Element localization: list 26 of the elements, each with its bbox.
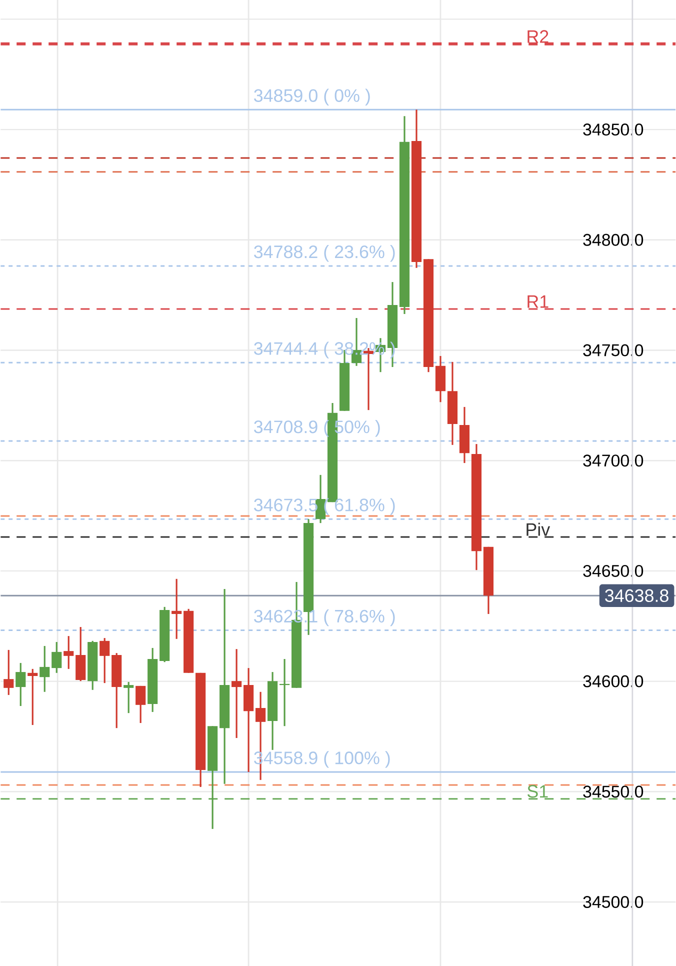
y-tick-label: 34550.0: [583, 786, 643, 798]
ref-line-label: R2: [528, 30, 548, 43]
ref-line-label: R1: [528, 295, 548, 308]
candlestick: [63, 635, 74, 670]
y-tick-label: 34600.0: [583, 675, 643, 688]
candlestick: [135, 685, 146, 724]
annotation: 34788.2 ( 23.6% ): [254, 245, 395, 262]
candlestick: [16, 662, 26, 707]
y-tick-label: 34700.0: [583, 454, 643, 467]
y-tick-label: 34800.0: [583, 234, 643, 246]
y-tick-label: 34650.0: [583, 564, 643, 577]
candlestick: [231, 648, 242, 739]
y-tick-label: 34750.0: [583, 344, 643, 356]
candlestick: [27, 668, 38, 726]
y-tick-label: 34500.0: [583, 896, 643, 908]
candlestick: [51, 641, 62, 674]
candlestick: [99, 637, 110, 684]
candlestick: [171, 578, 182, 640]
candlestick: [4, 649, 14, 696]
y-tick-label: 34850.0: [583, 124, 643, 136]
candlestick: [39, 645, 50, 693]
ref-line-label: 34638.8: [604, 589, 668, 602]
candlestick: [123, 681, 134, 714]
ref-line-label: Piv: [526, 522, 550, 536]
annotation: 34859.0 ( 0% ): [254, 88, 370, 106]
ref-line-label: S1: [527, 785, 548, 798]
